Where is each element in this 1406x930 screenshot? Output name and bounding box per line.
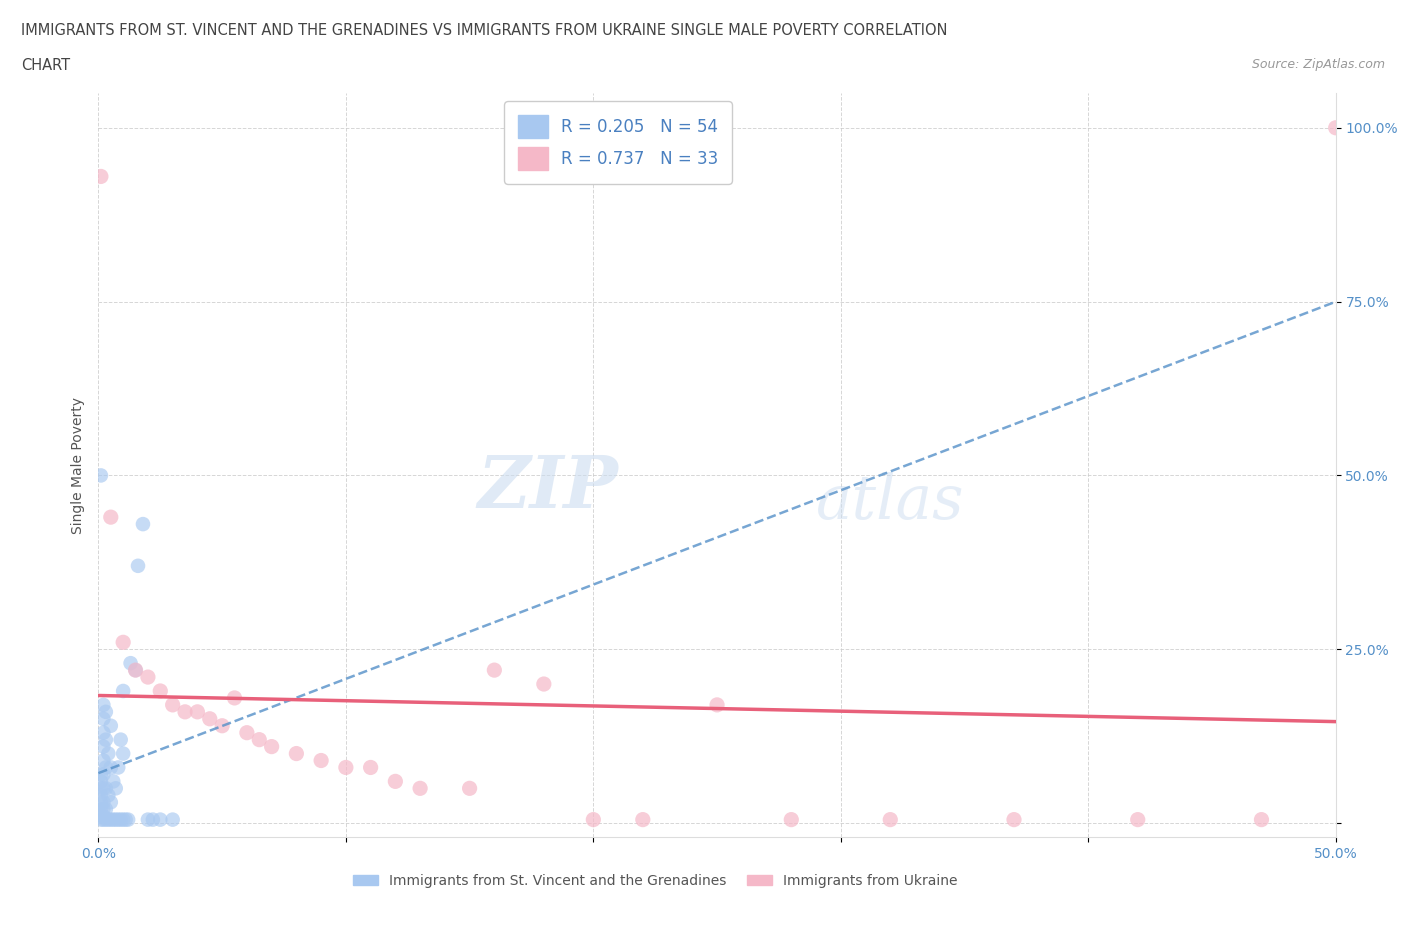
Point <box>93 809 115 824</box>
Point <box>706 698 728 712</box>
Point <box>360 760 382 775</box>
Point <box>107 760 129 775</box>
Point <box>97 812 120 827</box>
Point <box>1250 812 1272 827</box>
Point <box>104 781 127 796</box>
Point <box>136 812 159 827</box>
Point <box>97 746 120 761</box>
Point <box>247 732 270 747</box>
Point <box>103 812 125 827</box>
Point <box>458 781 481 796</box>
Point <box>90 781 112 796</box>
Point <box>124 663 146 678</box>
Point <box>1126 812 1149 827</box>
Point <box>110 732 132 747</box>
Text: ZIP: ZIP <box>477 452 619 523</box>
Text: atlas: atlas <box>815 472 965 532</box>
Point <box>174 704 197 719</box>
Text: CHART: CHART <box>21 58 70 73</box>
Point <box>1324 120 1347 135</box>
Point <box>384 774 406 789</box>
Text: IMMIGRANTS FROM ST. VINCENT AND THE GRENADINES VS IMMIGRANTS FROM UKRAINE SINGLE: IMMIGRANTS FROM ST. VINCENT AND THE GREN… <box>21 23 948 38</box>
Point <box>90 809 112 824</box>
Point <box>112 746 135 761</box>
Point <box>93 795 115 810</box>
Point <box>90 812 112 827</box>
Point <box>142 812 165 827</box>
Text: Source: ZipAtlas.com: Source: ZipAtlas.com <box>1251 58 1385 71</box>
Point <box>533 677 555 692</box>
Y-axis label: Single Male Poverty: Single Male Poverty <box>70 396 84 534</box>
Point <box>120 656 142 671</box>
Point <box>90 795 112 810</box>
Point <box>285 746 308 761</box>
Point <box>90 802 112 817</box>
Point <box>104 812 127 827</box>
Point <box>90 468 112 483</box>
Point <box>132 517 155 532</box>
Point <box>236 725 259 740</box>
Point <box>631 812 654 827</box>
Point <box>136 670 159 684</box>
Point <box>90 767 112 782</box>
Point <box>127 558 149 573</box>
Point <box>110 812 132 827</box>
Point <box>93 753 115 768</box>
Point <box>224 690 246 705</box>
Point <box>211 718 233 733</box>
Point <box>93 781 115 796</box>
Point <box>186 704 208 719</box>
Point <box>94 781 117 796</box>
Point <box>100 812 122 827</box>
Point <box>93 725 115 740</box>
Point <box>1002 812 1025 827</box>
Point <box>100 795 122 810</box>
Point <box>149 684 172 698</box>
Point <box>90 169 112 184</box>
Point <box>198 711 221 726</box>
Point <box>93 739 115 754</box>
Point <box>94 760 117 775</box>
Point <box>90 788 112 803</box>
Point <box>309 753 332 768</box>
Point <box>409 781 432 796</box>
Point <box>162 812 184 827</box>
Legend: Immigrants from St. Vincent and the Grenadines, Immigrants from Ukraine: Immigrants from St. Vincent and the Gren… <box>347 869 963 894</box>
Point <box>103 774 125 789</box>
Point <box>124 663 146 678</box>
Point <box>100 510 122 525</box>
Point <box>97 788 120 803</box>
Point <box>112 635 135 650</box>
Point <box>93 802 115 817</box>
Point <box>260 739 283 754</box>
Point <box>94 802 117 817</box>
Point <box>149 812 172 827</box>
Point <box>112 684 135 698</box>
Point <box>100 718 122 733</box>
Point <box>90 774 112 789</box>
Point <box>93 812 115 827</box>
Point <box>335 760 357 775</box>
Point <box>100 760 122 775</box>
Point <box>94 812 117 827</box>
Point <box>93 711 115 726</box>
Point <box>582 812 605 827</box>
Point <box>117 812 139 827</box>
Point <box>93 698 115 712</box>
Point <box>879 812 901 827</box>
Point <box>114 812 136 827</box>
Point <box>162 698 184 712</box>
Point <box>780 812 803 827</box>
Point <box>94 704 117 719</box>
Point <box>112 812 135 827</box>
Point <box>94 732 117 747</box>
Point <box>93 767 115 782</box>
Point <box>107 812 129 827</box>
Point <box>484 663 506 678</box>
